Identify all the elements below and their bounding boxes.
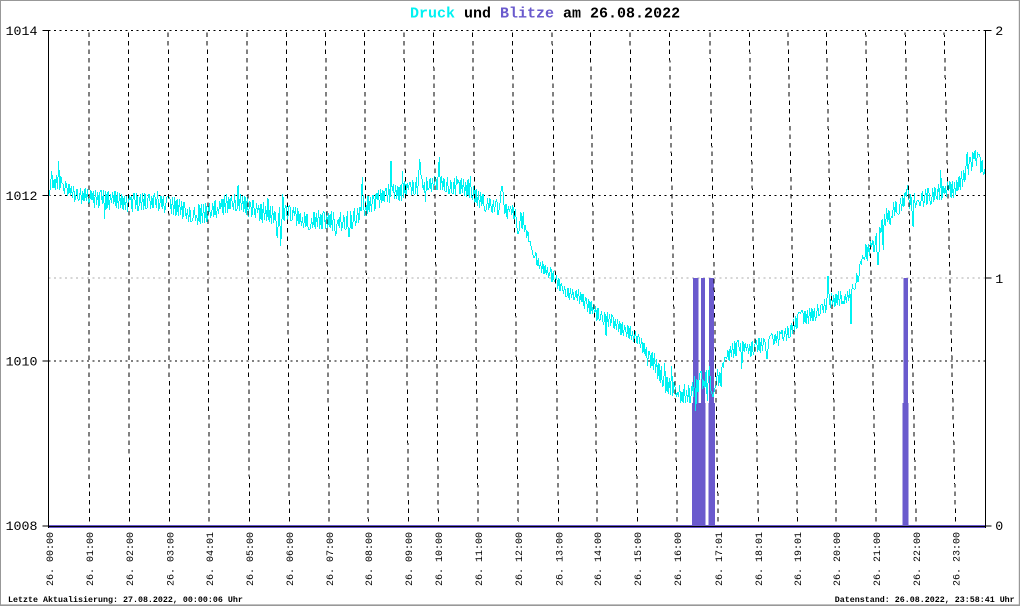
svg-text:26. 14:00: 26. 14:00 [594, 532, 605, 586]
svg-text:26. 03:00: 26. 03:00 [166, 532, 177, 586]
svg-text:26. 10:00: 26. 10:00 [435, 532, 446, 586]
svg-text:26. 05:00: 26. 05:00 [246, 532, 257, 586]
svg-text:26. 21:00: 26. 21:00 [873, 532, 884, 586]
svg-text:26. 09:00: 26. 09:00 [405, 532, 416, 586]
svg-text:1012: 1012 [6, 189, 38, 204]
svg-text:26. 04:01: 26. 04:01 [206, 532, 217, 586]
svg-text:26. 00:00: 26. 00:00 [46, 532, 57, 586]
svg-text:26. 07:00: 26. 07:00 [326, 532, 337, 586]
svg-text:0: 0 [995, 519, 1003, 534]
svg-text:26. 23:00: 26. 23:00 [952, 532, 963, 586]
svg-text:1: 1 [995, 272, 1003, 287]
svg-text:26. 02:00: 26. 02:00 [126, 532, 137, 586]
svg-text:26. 01:00: 26. 01:00 [86, 532, 97, 586]
svg-text:1014: 1014 [6, 24, 38, 39]
svg-text:26. 17:01: 26. 17:01 [715, 532, 726, 586]
svg-text:Letzte Aktualisierung: 27.08.2: Letzte Aktualisierung: 27.08.2022, 00:00… [8, 595, 243, 605]
svg-text:1010: 1010 [6, 355, 38, 370]
svg-text:26. 20:00: 26. 20:00 [833, 532, 844, 586]
svg-text:1008: 1008 [6, 519, 38, 534]
svg-text:26. 12:00: 26. 12:00 [515, 532, 526, 586]
svg-text:26. 06:00: 26. 06:00 [286, 532, 297, 586]
svg-text:26. 13:00: 26. 13:00 [555, 532, 566, 586]
svg-text:2: 2 [995, 24, 1003, 39]
svg-text:26. 18:01: 26. 18:01 [755, 532, 766, 586]
svg-text:26. 08:00: 26. 08:00 [365, 532, 376, 586]
svg-text:26. 15:00: 26. 15:00 [634, 532, 645, 586]
svg-text:Druck und Blitze am 26.08.2022: Druck und Blitze am 26.08.2022 [410, 5, 680, 22]
svg-text:26. 22:00: 26. 22:00 [913, 532, 924, 586]
svg-text:26. 11:00: 26. 11:00 [475, 532, 486, 586]
svg-text:Datenstand: 26.08.2022, 23:58:: Datenstand: 26.08.2022, 23:58:41 Uhr [835, 595, 1015, 605]
svg-text:26. 19:01: 26. 19:01 [794, 532, 805, 586]
svg-text:26. 16:00: 26. 16:00 [674, 532, 685, 586]
